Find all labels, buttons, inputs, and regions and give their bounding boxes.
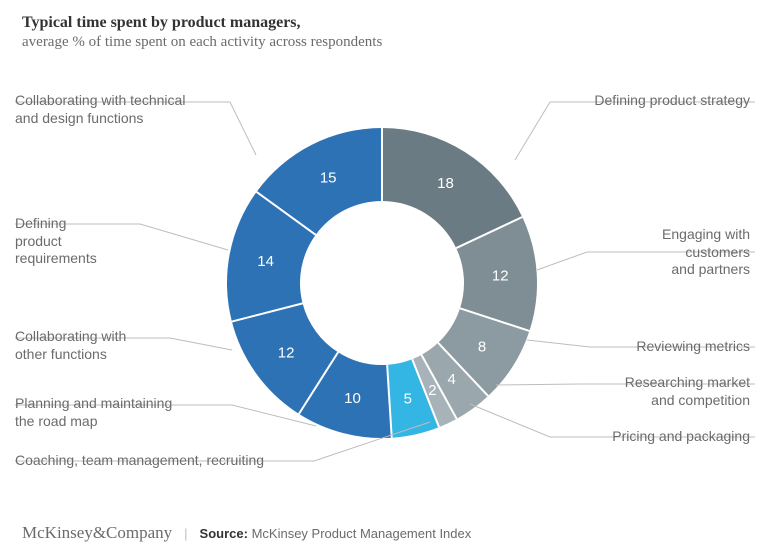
category-label: Engaging withcustomersand partners (595, 226, 750, 279)
category-label: Collaborating withother functions (15, 328, 165, 363)
slice-value-label: 12 (492, 268, 509, 285)
brand-logo-text: McKinsey&Company (22, 523, 172, 543)
donut-svg: 18 12 8 425 10 12 14 15 (0, 0, 765, 557)
slice-value-label: 2 (428, 382, 436, 399)
category-label: Reviewing metrics (600, 338, 750, 356)
chart-footer: McKinsey&Company | Source: McKinsey Prod… (22, 523, 471, 543)
source-label: Source: (200, 526, 248, 541)
slice-value-label: 18 (437, 175, 454, 192)
slice-value-label: 4 (447, 371, 455, 388)
donut-chart: 18 12 8 425 10 12 14 15 (0, 0, 765, 557)
category-label: Pricing and packaging (560, 428, 750, 446)
source-text: McKinsey Product Management Index (252, 526, 472, 541)
slice-value-label: 12 (278, 345, 295, 362)
category-label: Planning and maintainingthe road map (15, 395, 225, 430)
source-line: Source: McKinsey Product Management Inde… (200, 526, 472, 541)
slice-value-label: 8 (478, 338, 486, 355)
slice-value-label: 10 (344, 390, 361, 407)
slice-value-label: 5 (404, 391, 412, 408)
category-label: Collaborating with technicaland design f… (15, 92, 225, 127)
category-label: Definingproductrequirements (15, 215, 135, 268)
category-label: Defining product strategy (560, 92, 750, 110)
footer-separator: | (184, 526, 187, 541)
leader-line (515, 102, 755, 160)
category-label: Coaching, team management, recruiting (15, 452, 305, 470)
category-label: Researching marketand competition (590, 374, 750, 409)
slice-value-label: 15 (320, 169, 337, 186)
slice-value-label: 14 (257, 253, 274, 270)
